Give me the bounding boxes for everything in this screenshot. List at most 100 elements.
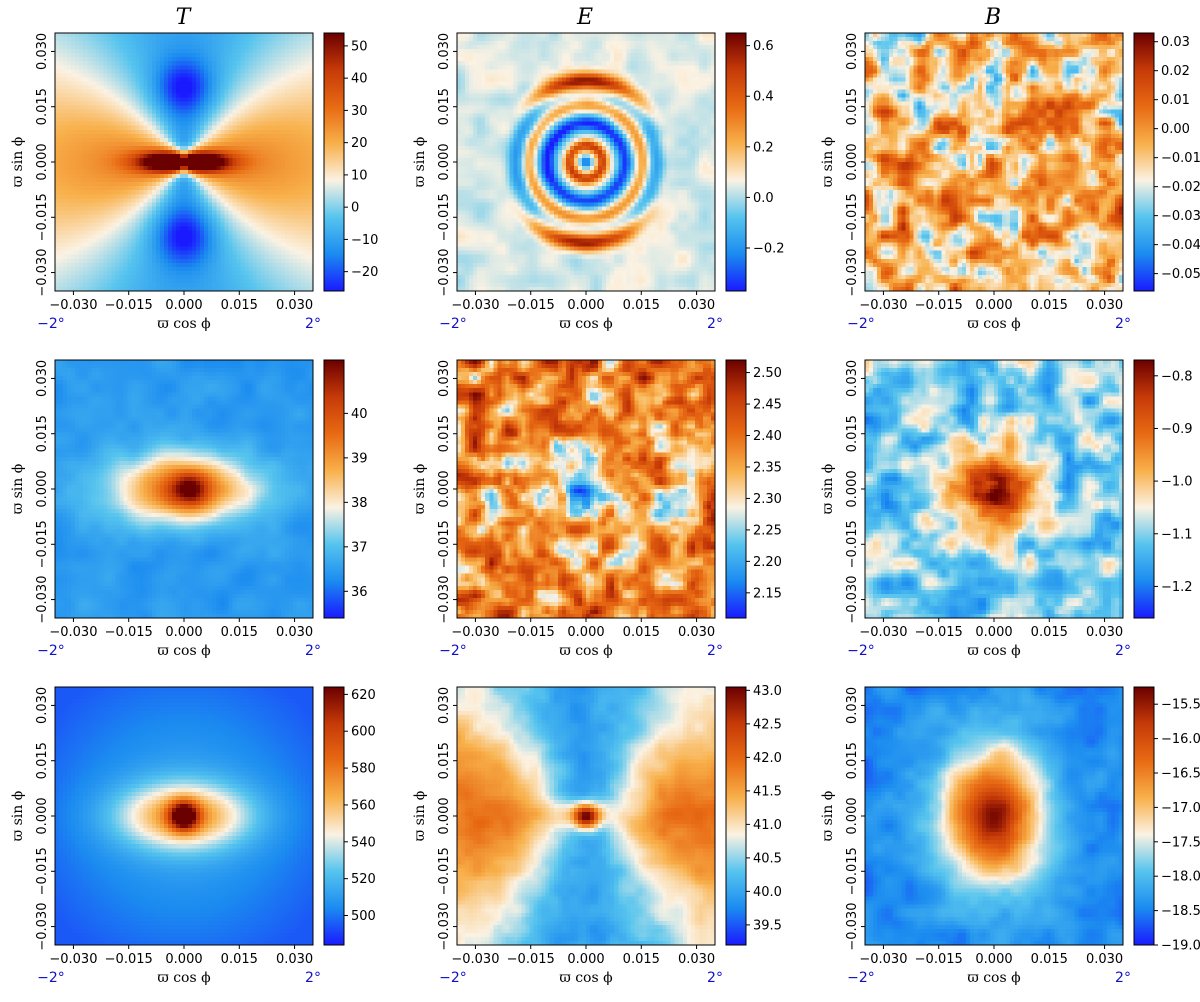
- x-tick-label: −0.030: [49, 298, 97, 313]
- panel-1: −0.030−0.030 −0.015 −0.015 0.000 0.000 0.015 0…: [10, 32, 378, 332]
- heatmap-image: [457, 33, 715, 291]
- x-tick-label: 0.030: [1086, 625, 1123, 640]
- angle-label-left: −2°: [847, 643, 875, 659]
- heatmap-image: [865, 360, 1123, 618]
- y-tick-label: 0.000: [845, 143, 860, 180]
- y-tick-label: −0.030: [35, 249, 50, 297]
- x-tick-label: −0.015: [105, 952, 153, 967]
- x-tick-label: −0.015: [507, 298, 555, 313]
- x-tick-label: 0.000: [567, 298, 604, 313]
- colorbar-tick-label: 40.5: [753, 851, 782, 866]
- colorbar-tick-label: 2.45: [753, 398, 782, 413]
- y-tick-label: 0.030: [437, 360, 452, 397]
- colorbar-tick-label: 2.20: [753, 555, 782, 570]
- colorbar: [323, 32, 345, 292]
- colorbar-tick-label: −1.1: [1161, 527, 1193, 542]
- colorbar-tick-label: 2.30: [753, 492, 782, 507]
- colorbar-tick-label: 50: [351, 39, 368, 54]
- x-tick-label: −0.015: [105, 625, 153, 640]
- angle-label-left: −2°: [37, 316, 65, 332]
- colorbar-tick-label: −10: [351, 233, 378, 248]
- colorbar: [1133, 686, 1155, 946]
- x-axis-label: ϖ cos ϕ: [559, 643, 612, 659]
- column-title-e: E: [576, 5, 593, 30]
- colorbar-tick-label: −20: [351, 265, 378, 280]
- y-tick-label: 0.015: [35, 415, 50, 452]
- colorbar-tick-label: 0.03: [1161, 35, 1190, 50]
- colorbar-tick-label: −17.0: [1161, 801, 1200, 816]
- x-axis-label: ϖ cos ϕ: [967, 316, 1020, 332]
- x-tick-label: 0.015: [1031, 952, 1068, 967]
- y-tick-label: 0.000: [35, 797, 50, 834]
- y-tick-label: 0.000: [437, 797, 452, 834]
- y-axis-label: ϖ sin ϕ: [820, 791, 836, 842]
- y-tick-label: 0.015: [437, 88, 452, 125]
- colorbar-tick-label: 560: [351, 798, 376, 813]
- x-tick-label: 0.030: [276, 625, 313, 640]
- x-tick-label: −0.015: [915, 625, 963, 640]
- angle-label-right: 2°: [707, 643, 723, 659]
- colorbar-tick-label: −16.5: [1161, 767, 1200, 782]
- column-title-t: T: [176, 5, 193, 30]
- y-tick-label: 0.000: [35, 143, 50, 180]
- x-axis-label: ϖ cos ϕ: [157, 643, 210, 659]
- y-tick-label: 0.015: [35, 742, 50, 779]
- y-tick-label: 0.000: [437, 470, 452, 507]
- colorbar-tick-label: 42.5: [753, 717, 782, 732]
- y-tick-label: 0.030: [845, 360, 860, 397]
- colorbar-tick-label: 2.15: [753, 586, 782, 601]
- x-tick-label: 0.000: [165, 952, 202, 967]
- x-tick-label: 0.015: [1031, 625, 1068, 640]
- colorbar: [1133, 359, 1155, 619]
- y-axis-label: ϖ sin ϕ: [10, 137, 26, 188]
- x-tick-label: 0.015: [1031, 298, 1068, 313]
- heatmap-image: [55, 33, 313, 291]
- y-axis-label: ϖ sin ϕ: [412, 137, 428, 188]
- colorbar-tick-label: 600: [351, 725, 376, 740]
- y-tick-label: −0.030: [437, 249, 452, 297]
- x-tick-label: −0.030: [859, 625, 907, 640]
- angle-label-right: 2°: [1115, 970, 1131, 986]
- colorbar-tick-label: 0.01: [1161, 93, 1190, 108]
- heatmap-image: [55, 687, 313, 945]
- y-axis-label: ϖ sin ϕ: [412, 464, 428, 515]
- x-tick-label: −0.030: [49, 952, 97, 967]
- x-tick-label: 0.030: [1086, 298, 1123, 313]
- x-axis-label: ϖ cos ϕ: [157, 316, 210, 332]
- x-axis-label: ϖ cos ϕ: [967, 643, 1020, 659]
- colorbar-tick-label: −0.2: [753, 242, 785, 257]
- colorbar-tick-label: 0.2: [753, 140, 774, 155]
- y-tick-label: 0.030: [35, 33, 50, 70]
- y-tick-label: 0.015: [845, 742, 860, 779]
- x-tick-label: 0.015: [623, 952, 660, 967]
- colorbar-tick-label: −0.05: [1161, 267, 1200, 282]
- heatmap-image: [457, 360, 715, 618]
- colorbar-tick-label: 2.50: [753, 366, 782, 381]
- x-tick-label: 0.015: [623, 298, 660, 313]
- y-tick-label: 0.030: [437, 33, 452, 70]
- y-axis-label: ϖ sin ϕ: [412, 791, 428, 842]
- angle-label-left: −2°: [37, 970, 65, 986]
- y-tick-label: 0.030: [845, 33, 860, 70]
- colorbar-tick-label: −0.03: [1161, 209, 1200, 224]
- angle-label-right: 2°: [305, 316, 321, 332]
- x-tick-label: 0.000: [975, 298, 1012, 313]
- x-tick-label: −0.015: [915, 298, 963, 313]
- y-tick-label: −0.030: [35, 903, 50, 951]
- y-tick-label: 0.000: [437, 143, 452, 180]
- panel-4: −0.030−0.030 −0.015 −0.015 0.000 0.000 0.015 0…: [10, 359, 368, 659]
- colorbar: [725, 686, 747, 946]
- y-tick-label: 0.015: [845, 415, 860, 452]
- y-tick-label: 0.015: [437, 742, 452, 779]
- x-tick-label: 0.030: [678, 625, 715, 640]
- panel-6: −0.030−0.030 −0.015 −0.015 0.000 0.000 0.015 0…: [820, 359, 1193, 659]
- y-tick-label: −0.015: [35, 520, 50, 568]
- x-tick-label: 0.030: [1086, 952, 1123, 967]
- angle-label-right: 2°: [1115, 643, 1131, 659]
- angle-label-left: −2°: [847, 970, 875, 986]
- y-tick-label: −0.030: [35, 576, 50, 624]
- colorbar-tick-label: −15.5: [1161, 698, 1200, 713]
- panel-3: −0.030−0.030 −0.015 −0.015 0.000 0.000 0.015 0…: [820, 32, 1200, 332]
- x-tick-label: −0.030: [859, 952, 907, 967]
